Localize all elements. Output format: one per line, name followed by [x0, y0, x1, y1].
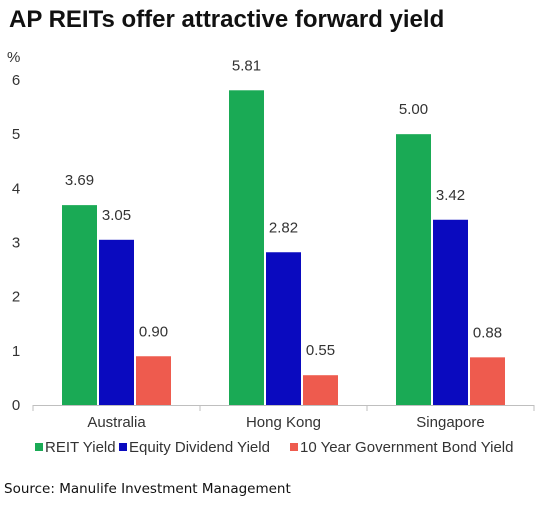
- data-label: 3.42: [436, 187, 465, 204]
- source-note: Source: Manulife Investment Management: [4, 481, 291, 497]
- y-tick-label: 6: [12, 72, 20, 89]
- x-tick-label: Australia: [87, 414, 146, 431]
- y-tick-label: 0: [12, 397, 20, 414]
- x-tick-label: Singapore: [416, 414, 484, 431]
- data-label: 3.05: [102, 207, 131, 224]
- bar-chart: % 0 1 2 3 4 5 6 3.69 3.05 0.90 Australia 5.81 2.82 0.5…: [7, 49, 535, 456]
- bar: [303, 375, 338, 405]
- y-tick-label: 1: [12, 343, 20, 360]
- data-label: 5.81: [232, 57, 261, 74]
- y-tick-label: 3: [12, 235, 20, 252]
- bar: [396, 134, 431, 405]
- bar: [470, 357, 505, 405]
- bar: [62, 205, 97, 405]
- bar: [99, 239, 134, 405]
- legend-label: 10 Year Government Bond Yield: [300, 439, 514, 456]
- legend-label: REIT Yield: [45, 439, 116, 456]
- legend-swatch: [35, 443, 43, 451]
- y-tick-label: 2: [12, 289, 20, 306]
- bar: [136, 356, 171, 405]
- legend-label: Equity Dividend Yield: [129, 439, 270, 456]
- data-label: 0.90: [139, 323, 168, 340]
- data-label: 0.88: [473, 324, 502, 341]
- data-label: 5.00: [399, 101, 428, 118]
- chart-title: AP REITs offer attractive forward yield: [9, 6, 445, 33]
- bar: [266, 252, 301, 405]
- bar: [229, 90, 264, 406]
- legend-swatch: [290, 443, 298, 451]
- y-tick-label: 4: [12, 180, 20, 197]
- x-tick-label: Hong Kong: [246, 414, 321, 431]
- y-axis-label: %: [7, 49, 20, 66]
- data-label: 2.82: [269, 219, 298, 236]
- data-label: 3.69: [65, 172, 94, 189]
- y-tick-label: 5: [12, 126, 20, 143]
- legend-swatch: [119, 443, 127, 451]
- bar: [433, 219, 468, 405]
- data-label: 0.55: [306, 342, 335, 359]
